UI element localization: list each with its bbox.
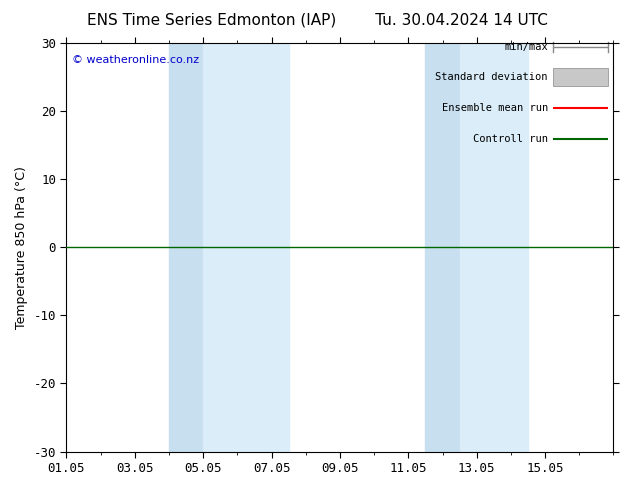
Text: Standard deviation: Standard deviation — [436, 73, 548, 82]
Text: Controll run: Controll run — [473, 134, 548, 144]
Point — [93, 239, 101, 245]
Text: © weatheronline.co.nz: © weatheronline.co.nz — [72, 55, 199, 65]
Bar — [204, 43, 288, 452]
Text: ENS Time Series Edmonton (IAP)        Tu. 30.04.2024 14 UTC: ENS Time Series Edmonton (IAP) Tu. 30.04… — [87, 12, 547, 27]
Point — [96, 239, 104, 245]
Y-axis label: Temperature 850 hPa (°C): Temperature 850 hPa (°C) — [15, 166, 28, 328]
Point — [93, 238, 101, 244]
Bar — [553, 69, 608, 86]
Bar — [425, 43, 460, 452]
Point — [93, 238, 101, 244]
Point — [93, 237, 101, 243]
Text: Ensemble mean run: Ensemble mean run — [441, 103, 548, 113]
Point — [96, 237, 104, 243]
Bar — [169, 43, 204, 452]
Bar — [460, 43, 528, 452]
Text: min/max: min/max — [504, 42, 548, 52]
Point — [96, 239, 104, 245]
Point — [96, 238, 104, 244]
Point — [93, 239, 101, 245]
Point — [96, 238, 104, 244]
